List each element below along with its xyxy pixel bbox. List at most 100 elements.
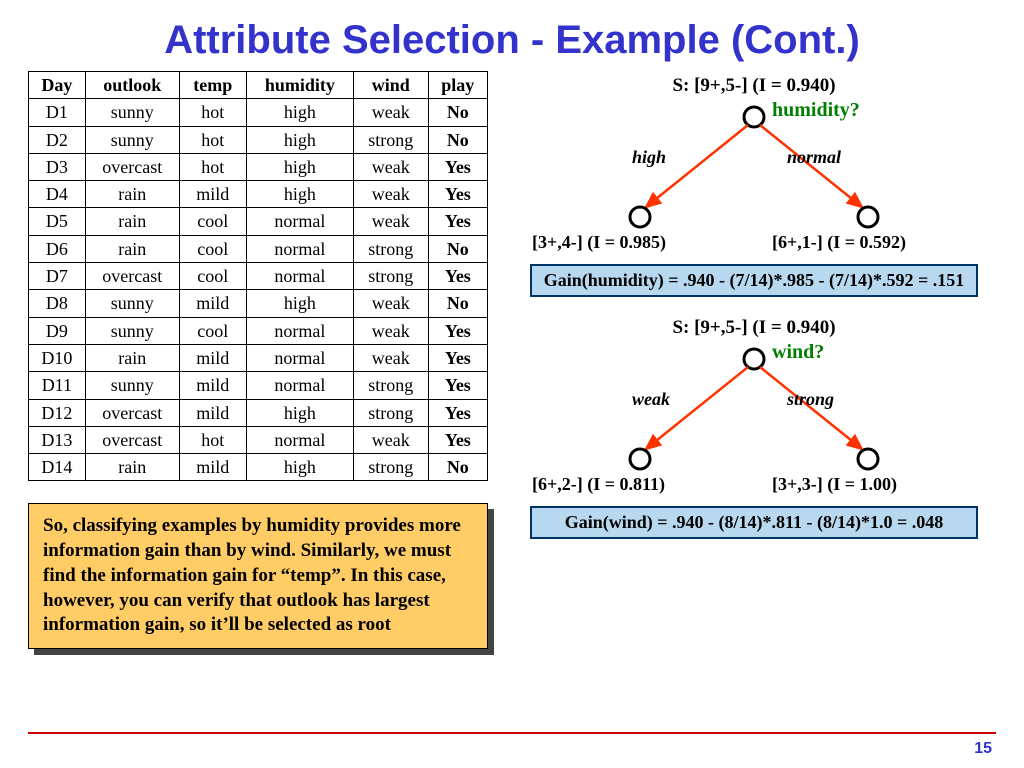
tree1-leaf-right: [6+,1-] (I = 0.592) [772, 232, 906, 253]
table-cell: Yes [428, 153, 487, 180]
table-cell: D3 [29, 153, 86, 180]
table-cell: strong [353, 235, 428, 262]
tree2-svg [512, 341, 996, 491]
table-row: D3overcasthothighweakYes [29, 153, 488, 180]
table-cell: No [428, 126, 487, 153]
table-cell: sunny [85, 126, 179, 153]
table-cell: No [428, 290, 487, 317]
table-cell: hot [179, 426, 246, 453]
table-cell: sunny [85, 372, 179, 399]
table-header-row: Day outlook temp humidity wind play [29, 72, 488, 99]
table-cell: weak [353, 317, 428, 344]
table-cell: No [428, 99, 487, 126]
callout-container: So, classifying examples by humidity pro… [28, 503, 488, 648]
table-row: D14rainmildhighstrongNo [29, 454, 488, 481]
tree1-leaf-left: [3+,4-] (I = 0.985) [532, 232, 666, 253]
table-cell: high [246, 181, 353, 208]
table-cell: high [246, 290, 353, 317]
tree2-leaf-left: [6+,2-] (I = 0.811) [532, 474, 665, 495]
tree2-gain: Gain(wind) = .940 - (8/14)*.811 - (8/14)… [530, 506, 978, 539]
table-cell: normal [246, 372, 353, 399]
table-cell: overcast [85, 153, 179, 180]
slide-title: Attribute Selection - Example (Cont.) [0, 0, 1024, 71]
table-cell: D7 [29, 263, 86, 290]
data-table: Day outlook temp humidity wind play D1su… [28, 71, 488, 481]
table-cell: strong [353, 399, 428, 426]
table-cell: rain [85, 235, 179, 262]
table-cell: D13 [29, 426, 86, 453]
table-cell: rain [85, 344, 179, 371]
table-cell: strong [353, 454, 428, 481]
table-cell: D8 [29, 290, 86, 317]
tree2-edge-left: weak [632, 389, 670, 410]
table-cell: high [246, 126, 353, 153]
table-cell: D6 [29, 235, 86, 262]
table-cell: sunny [85, 317, 179, 344]
table-cell: No [428, 235, 487, 262]
table-cell: mild [179, 344, 246, 371]
table-row: D7overcastcoolnormalstrongYes [29, 263, 488, 290]
table-cell: D4 [29, 181, 86, 208]
tree2-leaf-right: [3+,3-] (I = 1.00) [772, 474, 897, 495]
table-cell: D1 [29, 99, 86, 126]
table-cell: high [246, 99, 353, 126]
table-row: D8sunnymildhighweakNo [29, 290, 488, 317]
table-cell: D2 [29, 126, 86, 153]
tree2-attr: wind? [772, 341, 824, 364]
col-outlook: outlook [85, 72, 179, 99]
tree1-edge-left: high [632, 147, 666, 168]
table-cell: strong [353, 372, 428, 399]
tree-humidity: S: [9+,5-] (I = 0.940) humidity? high [512, 75, 996, 297]
table-cell: high [246, 399, 353, 426]
table-cell: rain [85, 181, 179, 208]
table-cell: weak [353, 181, 428, 208]
table-cell: overcast [85, 399, 179, 426]
table-cell: D9 [29, 317, 86, 344]
table-row: D5raincoolnormalweakYes [29, 208, 488, 235]
col-day: Day [29, 72, 86, 99]
table-cell: weak [353, 153, 428, 180]
table-cell: normal [246, 426, 353, 453]
table-cell: weak [353, 426, 428, 453]
table-cell: weak [353, 208, 428, 235]
table-cell: rain [85, 208, 179, 235]
table-row: D1sunnyhothighweakNo [29, 99, 488, 126]
table-row: D4rainmildhighweakYes [29, 181, 488, 208]
col-temp: temp [179, 72, 246, 99]
table-cell: sunny [85, 290, 179, 317]
table-cell: strong [353, 126, 428, 153]
table-cell: mild [179, 181, 246, 208]
table-row: D10rainmildnormalweakYes [29, 344, 488, 371]
table-cell: D11 [29, 372, 86, 399]
table-cell: mild [179, 399, 246, 426]
tree1-edge-right: normal [787, 147, 841, 168]
right-column: S: [9+,5-] (I = 0.940) humidity? high [512, 71, 996, 649]
table-cell: Yes [428, 372, 487, 399]
left-column: Day outlook temp humidity wind play D1su… [28, 71, 488, 649]
table-cell: normal [246, 344, 353, 371]
tree-wind: S: [9+,5-] (I = 0.940) wind? weak [512, 317, 996, 539]
table-cell: normal [246, 263, 353, 290]
tree1-svg [512, 99, 996, 249]
table-row: D2sunnyhothighstrongNo [29, 126, 488, 153]
table-cell: hot [179, 153, 246, 180]
table-cell: D12 [29, 399, 86, 426]
tree1-attr: humidity? [772, 99, 860, 122]
table-cell: sunny [85, 99, 179, 126]
table-cell: Yes [428, 317, 487, 344]
table-cell: hot [179, 99, 246, 126]
table-cell: normal [246, 208, 353, 235]
content-area: Day outlook temp humidity wind play D1su… [0, 71, 1024, 649]
col-play: play [428, 72, 487, 99]
tree1-root-label: S: [9+,5-] (I = 0.940) [512, 75, 996, 97]
table-cell: hot [179, 126, 246, 153]
table-cell: mild [179, 372, 246, 399]
table-cell: Yes [428, 399, 487, 426]
table-cell: rain [85, 454, 179, 481]
table-cell: mild [179, 290, 246, 317]
table-cell: overcast [85, 426, 179, 453]
table-row: D6raincoolnormalstrongNo [29, 235, 488, 262]
table-cell: cool [179, 317, 246, 344]
table-cell: weak [353, 99, 428, 126]
table-cell: mild [179, 454, 246, 481]
